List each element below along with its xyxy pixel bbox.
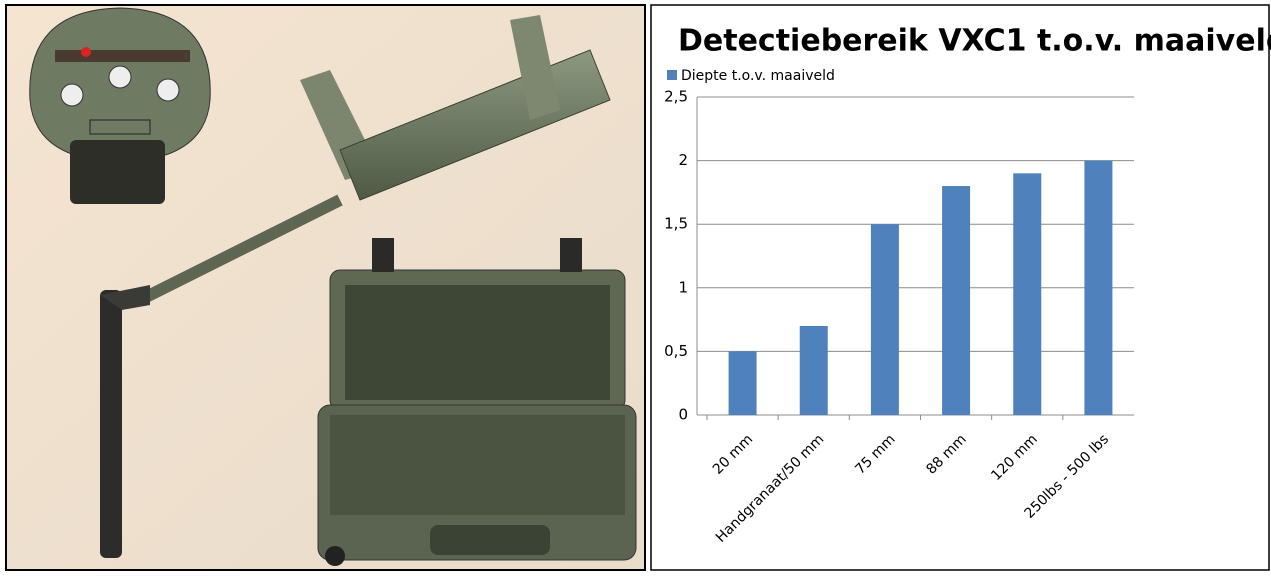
chart-title: Detectiebereik VXC1 t.o.v. maaiveld (678, 24, 1271, 59)
y-tick-label: 0 (678, 406, 688, 424)
y-tick-label: 2,5 (664, 88, 688, 106)
bar (729, 351, 757, 415)
legend-label: Diepte t.o.v. maaiveld (681, 68, 835, 84)
y-tick-label: 1 (678, 278, 688, 296)
bar (871, 224, 899, 415)
y-tick-label: 0,5 (664, 342, 688, 360)
bar (1013, 173, 1041, 415)
bar (1084, 161, 1112, 415)
bar (942, 186, 970, 415)
screen: Detectiebereik VXC1 t.o.v. maaiveld 0 0,5… (0, 0, 1271, 572)
y-tick-label: 2 (678, 151, 688, 169)
y-tick-label: 1,5 (664, 215, 688, 233)
legend-swatch (667, 70, 677, 80)
product-photo (6, 5, 645, 570)
page: Detectiebereik VXC1 t.o.v. maaiveld 0 0,5… (0, 0, 1271, 572)
bar (800, 326, 828, 415)
